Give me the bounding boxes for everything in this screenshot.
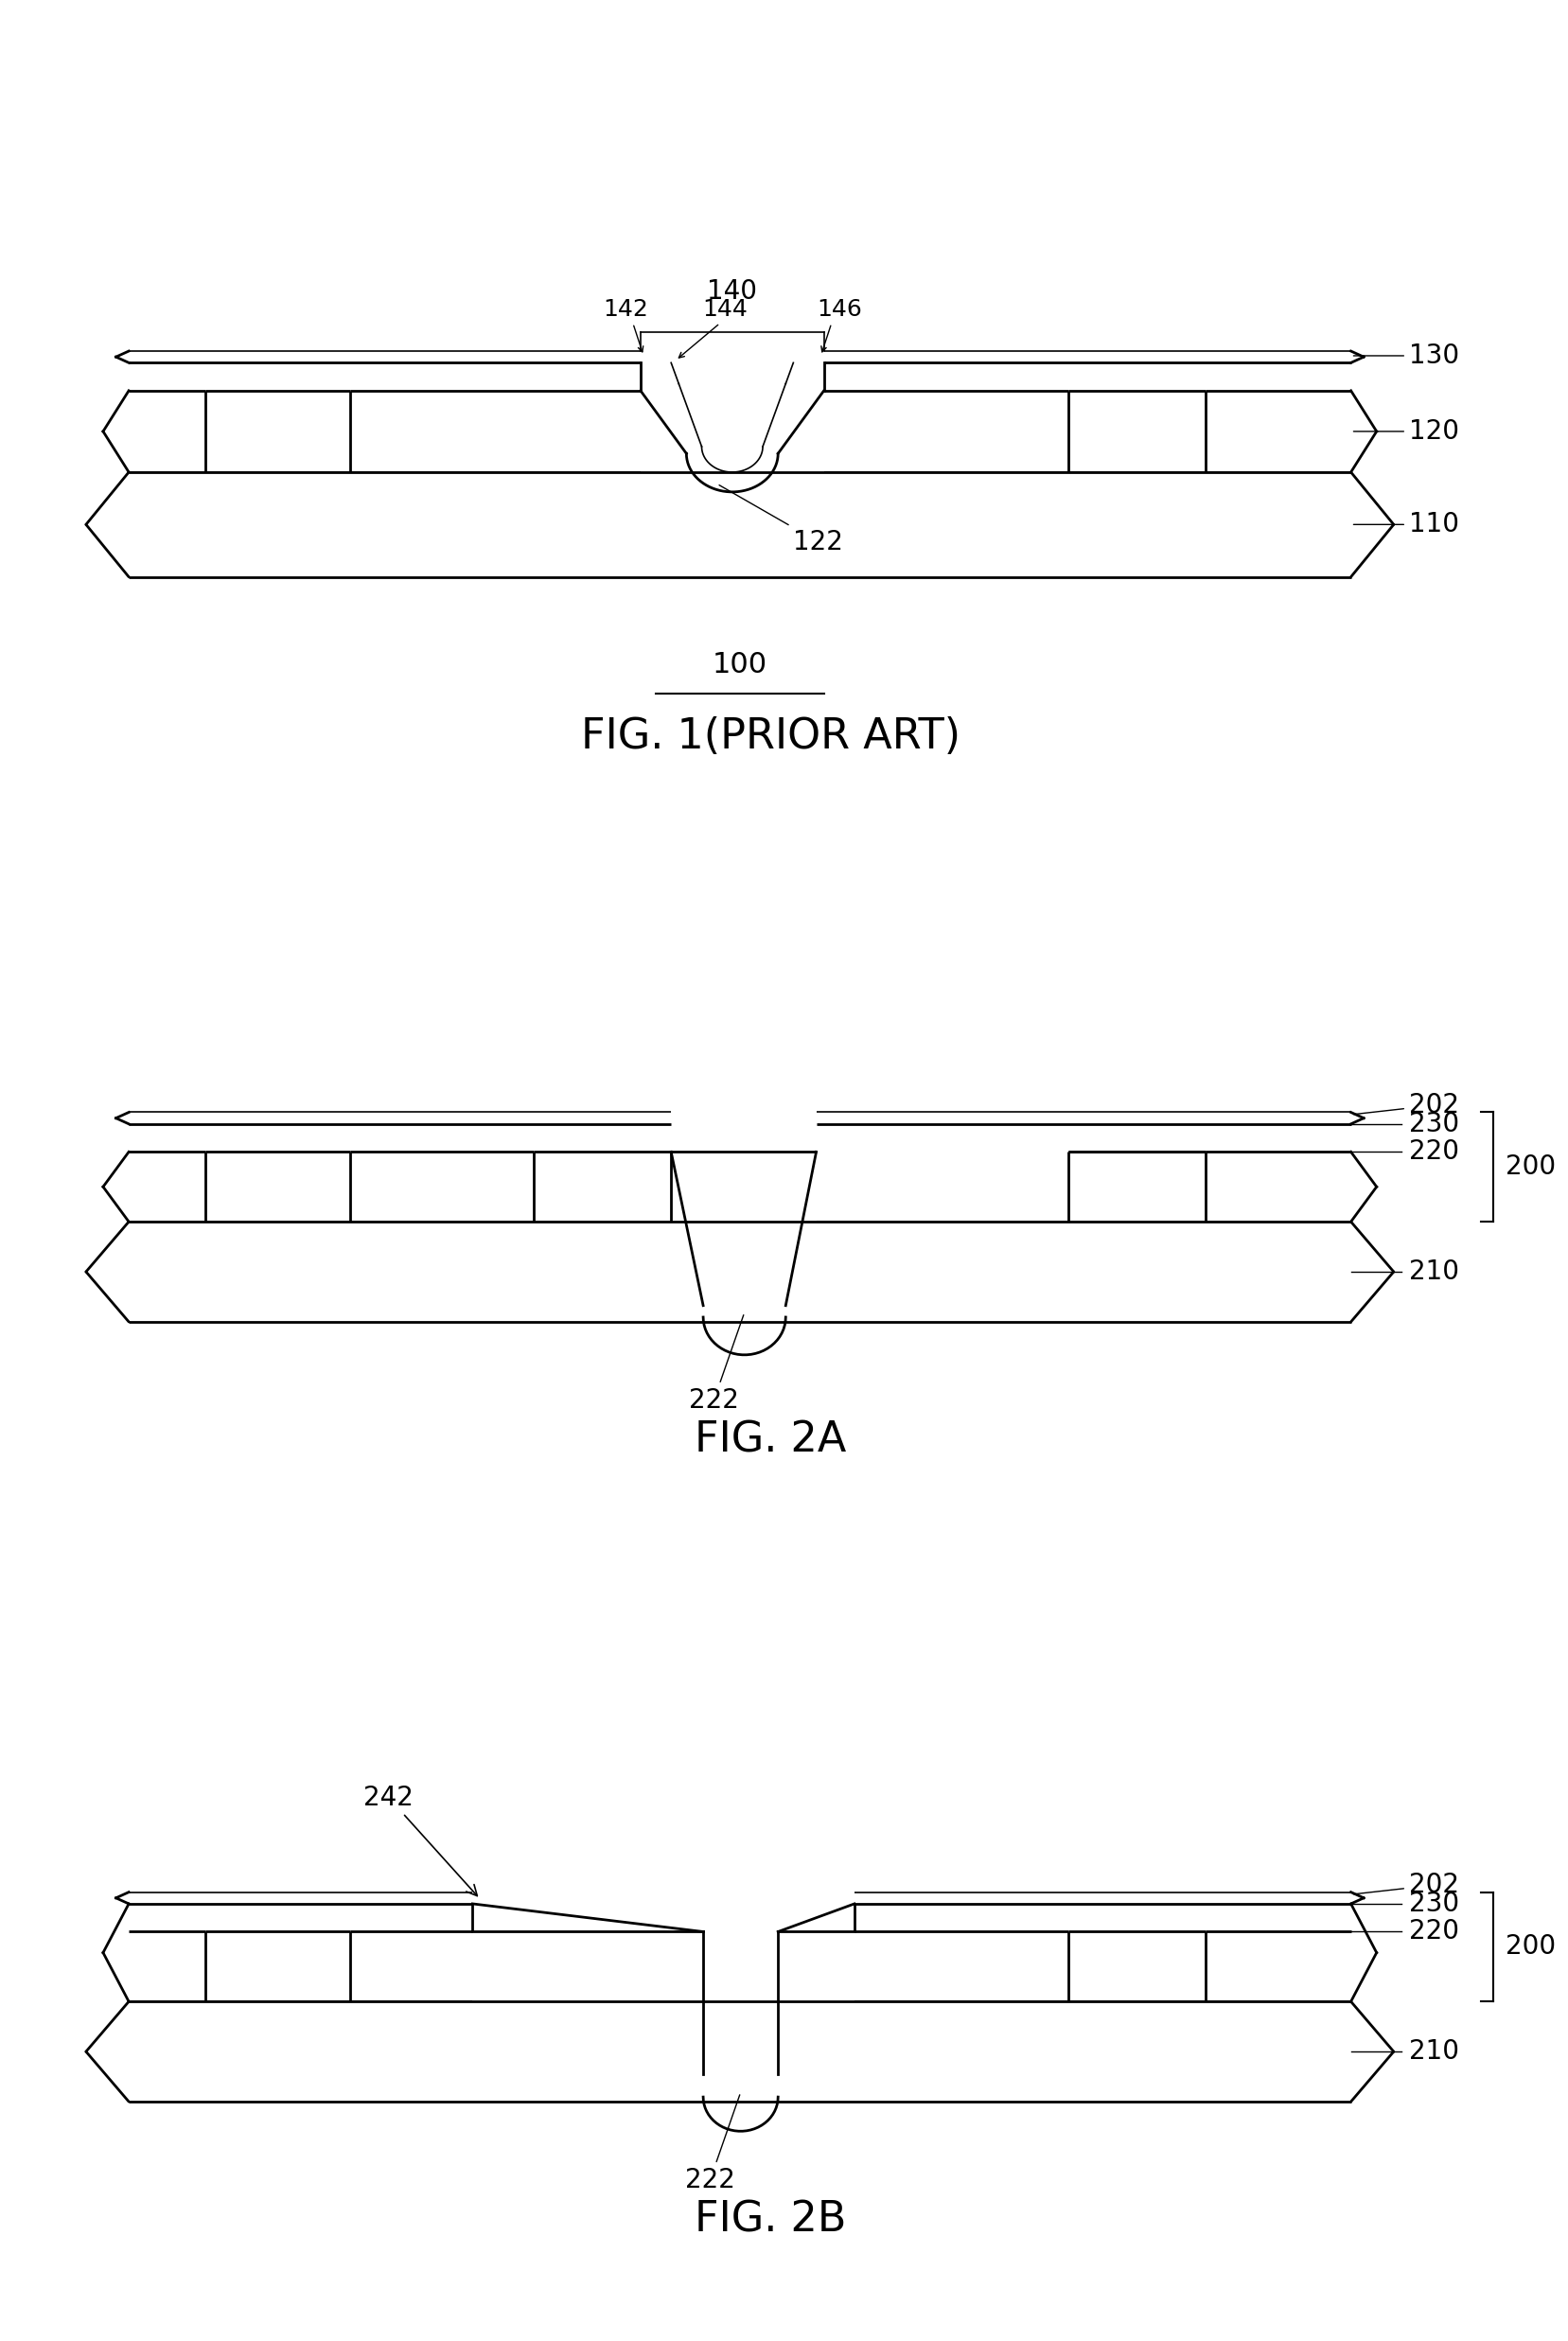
Text: 220: 220: [1410, 1138, 1460, 1166]
Text: FIG. 2B: FIG. 2B: [695, 2201, 847, 2240]
Text: 210: 210: [1410, 1259, 1460, 1285]
Text: 230: 230: [1410, 1892, 1460, 1917]
Text: 202: 202: [1353, 1091, 1460, 1119]
Text: 200: 200: [1505, 1154, 1555, 1180]
Text: 110: 110: [1353, 510, 1460, 538]
Text: 230: 230: [1410, 1110, 1460, 1138]
Text: FIG. 2A: FIG. 2A: [695, 1419, 847, 1461]
Text: 100: 100: [712, 651, 767, 679]
Text: 210: 210: [1410, 2039, 1460, 2065]
Text: 122: 122: [720, 485, 844, 555]
Text: 144: 144: [702, 297, 748, 321]
Text: 120: 120: [1353, 419, 1460, 445]
Text: 130: 130: [1353, 342, 1460, 370]
Text: FIG. 1(PRIOR ART): FIG. 1(PRIOR ART): [580, 716, 960, 756]
Text: 242: 242: [364, 1784, 477, 1896]
Text: 222: 222: [688, 1316, 743, 1414]
Text: 200: 200: [1505, 1934, 1555, 1959]
Text: 140: 140: [707, 279, 757, 304]
Text: 202: 202: [1353, 1873, 1460, 1899]
Text: 220: 220: [1410, 1920, 1460, 1945]
Text: 222: 222: [685, 2095, 740, 2194]
Text: 142: 142: [602, 297, 648, 321]
Text: 146: 146: [817, 297, 862, 321]
